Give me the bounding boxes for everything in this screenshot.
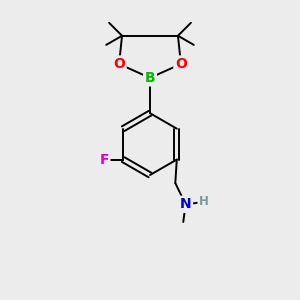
Text: B: B: [145, 71, 155, 85]
Text: O: O: [113, 57, 125, 71]
Text: F: F: [99, 153, 109, 166]
Text: H: H: [199, 196, 209, 208]
Text: O: O: [175, 57, 187, 71]
Text: N: N: [180, 197, 191, 211]
